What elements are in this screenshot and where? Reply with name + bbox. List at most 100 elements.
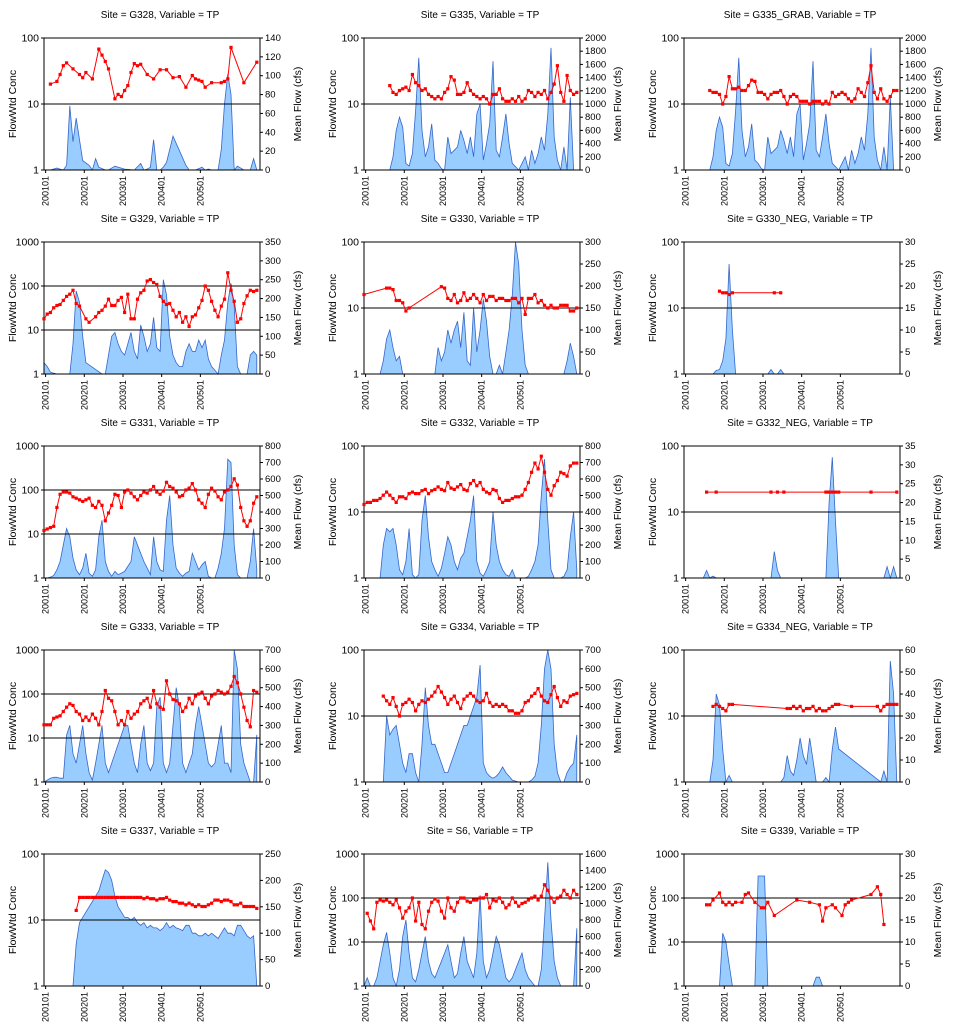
conc-marker — [187, 696, 191, 700]
y-tick-label: 100 — [661, 645, 679, 657]
y2-tick-label: 20 — [905, 281, 916, 292]
conc-marker — [90, 77, 94, 81]
chart-panel: Site = G337, Variable = TP 1 10 100 0 50 100 15… — [0, 826, 320, 1030]
conc-marker — [190, 315, 194, 319]
conc-marker — [219, 690, 223, 694]
y2-tick-label: 10 — [905, 937, 916, 948]
conc-marker — [48, 526, 52, 530]
mean-flow-area — [702, 457, 898, 580]
conc-marker — [446, 87, 450, 91]
conc-marker — [229, 900, 233, 904]
conc-marker — [714, 490, 718, 494]
conc-marker — [161, 489, 165, 493]
x-tick-label: 200201 — [719, 788, 729, 818]
conc-marker — [135, 709, 140, 714]
y-tick-label: 10 — [347, 507, 359, 519]
conc-marker — [164, 895, 169, 899]
conc-marker — [705, 903, 709, 907]
conc-marker — [177, 702, 181, 706]
y2-tick-label: 150 — [265, 312, 281, 323]
conc-marker — [226, 77, 230, 81]
y2-tick-label: 100 — [265, 928, 281, 939]
conc-marker — [142, 490, 146, 494]
conc-marker — [210, 486, 214, 490]
conc-marker — [184, 85, 188, 89]
conc-marker — [139, 291, 143, 295]
conc-marker — [388, 702, 392, 706]
conc-marker — [116, 298, 120, 302]
conc-marker — [129, 491, 133, 495]
conc-marker — [717, 92, 722, 96]
x-tick-label: 200101 — [41, 584, 51, 614]
y-tick-label: 10 — [667, 303, 679, 315]
conc-marker — [71, 67, 75, 71]
y2-tick-label: 300 — [265, 256, 281, 267]
conc-marker — [132, 317, 136, 321]
conc-marker — [817, 903, 821, 907]
y2-tick-label: 80 — [265, 90, 276, 101]
chart-svg: 1 10 100 1000 0 200 400 600 800 1000 1200 1400 1600 2… — [327, 849, 624, 1023]
conc-marker — [103, 59, 107, 64]
conc-marker — [81, 499, 85, 503]
conc-marker — [708, 903, 712, 907]
y2-tick-label: 300 — [585, 524, 601, 535]
conc-marker — [94, 895, 98, 899]
conc-marker — [504, 906, 508, 910]
conc-marker — [239, 505, 243, 510]
y2-tick-label: 100 — [585, 758, 601, 769]
y-tick-label: 10 — [667, 507, 679, 519]
conc-marker — [226, 488, 230, 492]
y-tick-label: 100 — [341, 441, 359, 453]
y2-tick-label: 15 — [905, 915, 916, 926]
y-axis-label: FlowWtd Conc — [327, 70, 339, 138]
conc-marker — [879, 87, 883, 91]
x-tick-label: 200401 — [157, 380, 167, 410]
conc-marker — [55, 715, 59, 719]
y2-tick-label: 200 — [265, 294, 281, 305]
conc-marker — [462, 291, 466, 295]
y2-tick-label: 0 — [905, 981, 910, 992]
conc-marker — [168, 484, 172, 489]
y2-axis-label: Mean Flow (cfs) — [932, 475, 944, 550]
conc-marker — [488, 492, 492, 496]
conc-marker — [103, 519, 107, 523]
conc-marker — [484, 892, 489, 897]
y2-tick-label: 30 — [905, 237, 916, 248]
x-tick-label: 200201 — [79, 788, 89, 818]
conc-marker — [200, 79, 204, 83]
y2-tick-label: 100 — [265, 331, 281, 342]
y2-tick-label: 250 — [265, 849, 281, 860]
chart-panel: Site = G333, Variable = TP 1 10 100 1000 0 100… — [0, 622, 320, 826]
conc-marker — [779, 88, 783, 93]
conc-marker — [533, 94, 537, 99]
conc-marker — [177, 901, 181, 905]
conc-marker — [530, 296, 534, 300]
conc-marker — [61, 709, 65, 714]
y2-tick-label: 200 — [265, 739, 281, 750]
conc-marker — [559, 704, 563, 708]
conc-marker — [206, 288, 210, 292]
conc-marker — [123, 490, 127, 494]
conc-marker — [491, 487, 495, 491]
y2-tick-label: 800 — [585, 441, 601, 452]
conc-marker — [488, 294, 492, 298]
conc-marker — [882, 704, 886, 708]
conc-marker — [417, 900, 421, 904]
conc-marker — [126, 895, 130, 899]
conc-marker — [77, 712, 82, 716]
y2-tick-label: 0 — [265, 981, 270, 992]
conc-marker — [565, 892, 569, 897]
conc-marker — [536, 301, 540, 305]
conc-marker — [833, 94, 838, 99]
conc-marker — [530, 896, 534, 900]
conc-marker — [132, 62, 136, 66]
y2-axis-label: Mean Flow (cfs) — [932, 679, 944, 754]
conc-marker — [216, 315, 220, 319]
conc-marker — [507, 99, 511, 103]
y-axis-label: FlowWtd Conc — [327, 274, 339, 342]
y2-tick-label: 1400 — [585, 73, 606, 84]
conc-marker — [187, 324, 191, 329]
conc-marker — [155, 898, 159, 902]
conc-marker — [446, 480, 450, 485]
